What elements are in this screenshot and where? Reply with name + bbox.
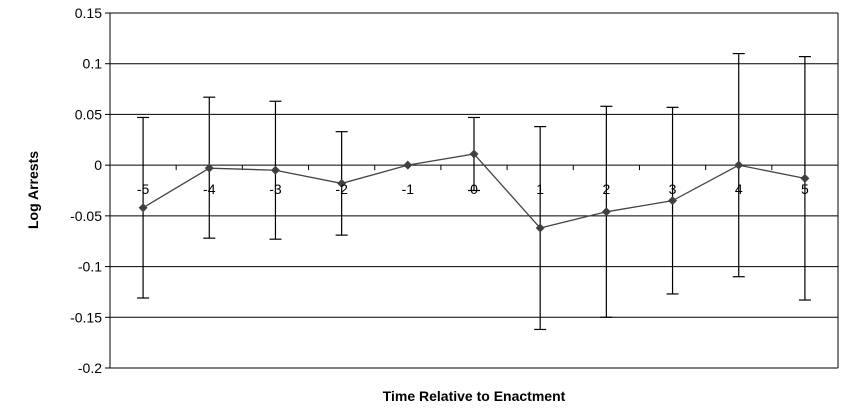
y-tick-label: -0.2 [78, 360, 102, 376]
data-point [800, 173, 810, 183]
y-tick-label: 0 [94, 157, 102, 173]
x-tick-label: 3 [669, 181, 677, 197]
x-tick-label: -1 [402, 181, 415, 197]
y-tick-label: 0.05 [75, 106, 102, 122]
x-axis-ticks: -5 -4 -3 -2 -1 0 1 2 3 4 5 [137, 181, 809, 197]
data-point [337, 178, 347, 188]
x-tick-label: 2 [602, 181, 610, 197]
y-tick-label: 0.15 [75, 5, 102, 21]
data-point [734, 160, 744, 170]
x-tick-label: 4 [735, 181, 743, 197]
data-point [469, 149, 479, 159]
data-point [403, 160, 413, 170]
x-tick-label: 1 [536, 181, 544, 197]
y-tick-label: -0.15 [70, 309, 102, 325]
y-tick-label: 0.1 [83, 56, 103, 72]
x-tick-label: -3 [269, 181, 282, 197]
x-tick-label: 0 [470, 181, 478, 197]
y-tick-label: -0.05 [70, 208, 102, 224]
x-tick-label: -5 [137, 181, 150, 197]
y-tick-label: -0.1 [78, 259, 102, 275]
data-point [668, 196, 678, 206]
x-axis-title: Time Relative to Enactment [383, 388, 566, 404]
y-axis-ticks: 0.15 0.1 0.05 0 -0.05 -0.1 -0.15 -0.2 [70, 5, 102, 376]
data-markers [138, 149, 810, 233]
data-point [601, 207, 611, 217]
data-point [535, 223, 545, 233]
y-axis-title: Log Arrests [25, 151, 41, 229]
data-point [270, 165, 280, 175]
data-point [138, 203, 148, 213]
x-tick-label: -2 [335, 181, 348, 197]
gridlines [105, 12, 839, 369]
data-point [204, 163, 214, 173]
x-tick-label: 5 [801, 181, 809, 197]
x-tick-label: -4 [203, 181, 216, 197]
